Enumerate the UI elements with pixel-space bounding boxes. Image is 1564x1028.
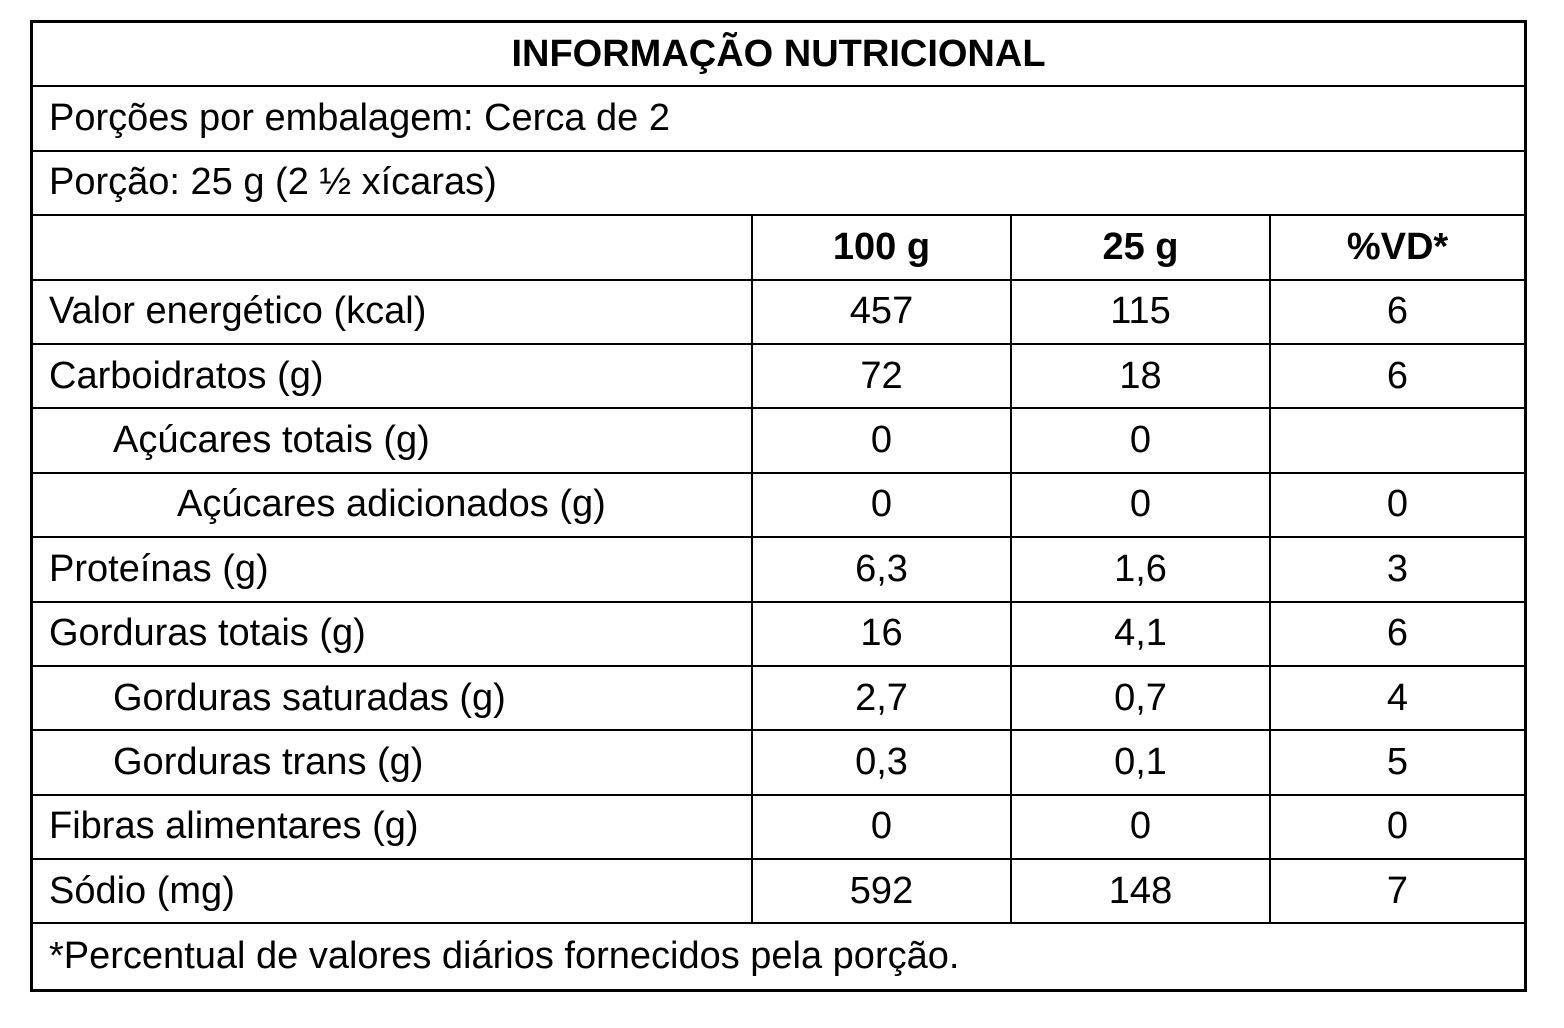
value-daily-percent: 3 xyxy=(1386,547,1409,590)
header-per-serving: 25 g xyxy=(1012,216,1271,279)
table-row: Açúcares adicionados (g) 0 0 0 xyxy=(33,473,1524,539)
value-per-100g: 592 xyxy=(753,860,1012,923)
table-row: Proteínas (g) 6,3 1,6 3 xyxy=(33,538,1524,603)
value-per-serving: 0 xyxy=(1012,473,1271,537)
value-per-100g: 0 xyxy=(753,795,1012,859)
table-row: Sódio (mg) 592 148 7 xyxy=(33,860,1524,925)
nutrient-name: Gorduras saturadas (g) xyxy=(33,666,753,730)
value-per-serving: 0,1 xyxy=(1012,731,1271,794)
table-row: Gorduras saturadas (g) 2,7 0,7 4 xyxy=(33,666,1524,732)
value-per-serving: 4,1 xyxy=(1012,602,1271,665)
value-daily-percent: 6 xyxy=(1386,354,1409,397)
value-daily-percent: 0 xyxy=(1386,483,1409,526)
value-daily-percent xyxy=(1271,409,1524,471)
value-daily-percent: 0 xyxy=(1386,805,1409,848)
value-per-100g: 0 xyxy=(753,473,1012,537)
nutrient-name: Gorduras totais (g) xyxy=(33,602,753,665)
value-daily-percent: 7 xyxy=(1386,869,1409,912)
nutrient-name: Gorduras trans (g) xyxy=(33,731,753,794)
value-daily-percent: 4 xyxy=(1386,676,1409,719)
nutrient-name: Açúcares adicionados (g) xyxy=(33,473,753,537)
value-per-serving: 18 xyxy=(1012,344,1271,408)
table-title: INFORMAÇÃO NUTRICIONAL xyxy=(511,32,1046,75)
value-per-serving: 148 xyxy=(1012,860,1271,923)
table-row: Gorduras trans (g) 0,3 0,1 5 xyxy=(33,731,1524,796)
value-daily-percent: 6 xyxy=(1386,290,1409,333)
footnote-row: *Percentual de valores diários fornecido… xyxy=(33,924,1524,988)
value-per-serving: 115 xyxy=(1012,280,1271,343)
table-row: Valor energético (kcal) 457 115 6 xyxy=(33,280,1524,345)
servings-per-package: Porções por embalagem: Cerca de 2 xyxy=(49,97,670,140)
value-daily-percent: 5 xyxy=(1386,740,1409,783)
value-per-100g: 16 xyxy=(753,602,1012,665)
value-per-100g: 6,3 xyxy=(753,538,1012,601)
serving-size-row: Porção: 25 g (2 ½ xícaras) xyxy=(33,152,1524,217)
value-per-100g: 0,3 xyxy=(753,731,1012,794)
table-row: Fibras alimentares (g) 0 0 0 xyxy=(33,795,1524,861)
nutrition-facts-table: INFORMAÇÃO NUTRICIONAL Porções por embal… xyxy=(30,20,1527,992)
column-header-row: 100 g 25 g %VD* xyxy=(33,216,1524,281)
value-daily-percent: 6 xyxy=(1386,612,1409,655)
table-row: Carboidratos (g) 72 18 6 xyxy=(33,344,1524,410)
nutrient-name: Valor energético (kcal) xyxy=(33,280,753,343)
header-per-100g: 100 g xyxy=(753,216,1012,279)
value-per-100g: 457 xyxy=(753,280,1012,343)
nutrient-name: Sódio (mg) xyxy=(33,860,753,923)
table-row: Gorduras totais (g) 16 4,1 6 xyxy=(33,602,1524,667)
nutrient-name: Fibras alimentares (g) xyxy=(33,795,753,859)
value-per-100g: 2,7 xyxy=(753,666,1012,730)
header-name xyxy=(33,216,753,279)
value-per-serving: 0 xyxy=(1012,795,1271,859)
footnote: *Percentual de valores diários fornecido… xyxy=(49,935,960,978)
value-per-100g: 0 xyxy=(753,409,1012,472)
value-per-serving: 0,7 xyxy=(1012,666,1271,730)
value-per-100g: 72 xyxy=(753,344,1012,408)
nutrient-name: Carboidratos (g) xyxy=(33,344,753,408)
nutrient-name: Açúcares totais (g) xyxy=(33,409,753,472)
serving-size: Porção: 25 g (2 ½ xícaras) xyxy=(49,161,497,204)
value-per-serving: 0 xyxy=(1012,409,1271,472)
nutrient-name: Proteínas (g) xyxy=(33,538,753,601)
servings-row: Porções por embalagem: Cerca de 2 xyxy=(33,87,1524,152)
value-per-serving: 1,6 xyxy=(1012,538,1271,601)
title-row: INFORMAÇÃO NUTRICIONAL xyxy=(33,23,1524,88)
header-daily-value: %VD* xyxy=(1346,225,1449,268)
table-row: Açúcares totais (g) 0 0 xyxy=(33,409,1524,474)
